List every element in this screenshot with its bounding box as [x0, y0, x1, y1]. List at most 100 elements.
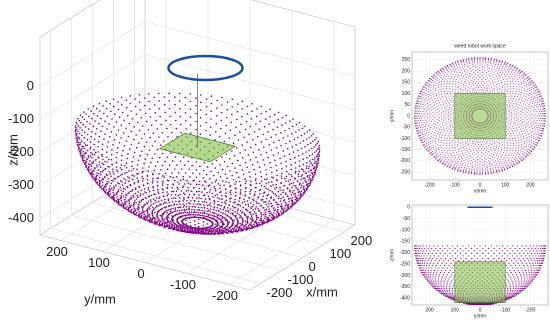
workspace-point: [435, 76, 436, 77]
workspace-point: [258, 222, 260, 224]
y-tick-label: 100: [88, 255, 110, 270]
workspace-point: [143, 218, 145, 220]
workspace-point: [180, 180, 182, 182]
workspace-point: [104, 169, 106, 171]
workspace-point: [510, 143, 511, 144]
workspace-point: [425, 111, 426, 112]
workspace-point: [493, 69, 494, 70]
workspace-point: [179, 108, 181, 110]
workspace-point: [519, 154, 520, 155]
workspace-point: [120, 187, 122, 189]
workspace-point: [506, 162, 507, 163]
workspace-point: [230, 190, 232, 192]
workspace-point: [431, 125, 432, 126]
workspace-point: [245, 214, 247, 216]
workspace-point: [482, 66, 483, 67]
workspace-point: [100, 118, 102, 120]
workspace-point: [279, 158, 281, 160]
workspace-point: [426, 98, 427, 99]
workspace-point: [107, 192, 109, 194]
workspace-point: [82, 146, 84, 148]
workspace-point: [170, 227, 172, 229]
workspace-point: [446, 145, 447, 146]
workspace-point: [147, 209, 149, 211]
workspace-point: [196, 184, 198, 186]
workspace-point: [265, 211, 267, 213]
workspace-point: [277, 126, 279, 128]
workspace-point: [513, 145, 514, 146]
workspace-point: [141, 138, 143, 140]
workspace-point: [468, 153, 469, 154]
workspace-point: [500, 72, 501, 73]
workspace-point: [135, 106, 137, 108]
workspace-point: [453, 121, 454, 122]
workspace-point: [126, 163, 128, 165]
workspace-point: [462, 91, 463, 92]
workspace-point: [482, 146, 483, 147]
workspace-point: [446, 76, 447, 77]
workspace-point: [493, 72, 494, 73]
workspace-point: [485, 152, 486, 153]
workspace-point: [431, 146, 432, 147]
workspace-point: [425, 115, 426, 116]
workspace-point: [476, 172, 477, 173]
workspace-point: [425, 135, 426, 136]
workspace-point: [250, 180, 252, 182]
workspace-point: [143, 216, 145, 218]
workspace-point: [233, 142, 235, 144]
workspace-point: [479, 166, 480, 167]
workspace-point: [470, 68, 471, 69]
workspace-point: [167, 198, 169, 200]
workspace-point: [135, 189, 137, 191]
workspace-point: [521, 105, 522, 106]
workspace-point: [492, 75, 493, 76]
workspace-point: [158, 93, 160, 95]
workspace-point: [541, 104, 542, 105]
workspace-point: [500, 80, 501, 81]
workspace-point: [200, 217, 202, 219]
workspace-point: [428, 89, 429, 90]
workspace-point: [125, 182, 127, 184]
workspace-point: [529, 144, 530, 145]
workspace-point: [468, 59, 469, 60]
workspace-point: [204, 207, 206, 209]
workspace-point: [79, 138, 81, 140]
workspace-point: [471, 86, 472, 87]
workspace-point: [206, 174, 208, 176]
workspace-point: [99, 161, 101, 163]
workspace-point: [249, 191, 251, 193]
workspace-point: [531, 94, 532, 95]
workspace-point: [442, 135, 443, 136]
workspace-point: [518, 147, 519, 148]
workspace-point: [318, 141, 320, 143]
workspace-point: [120, 137, 122, 139]
workspace-point: [513, 91, 514, 92]
workspace-point: [240, 191, 242, 193]
workspace-point: [88, 163, 90, 165]
workspace-point: [212, 163, 214, 165]
workspace-point: [317, 163, 319, 165]
workspace-point: [254, 195, 256, 197]
workspace-point: [510, 91, 511, 92]
workspace-point: [151, 124, 153, 126]
workspace-point: [524, 121, 525, 122]
workspace-point: [110, 197, 112, 199]
workspace-point: [87, 169, 89, 171]
workspace-point: [253, 224, 255, 226]
workspace-point: [453, 116, 454, 117]
workspace-point: [518, 75, 519, 76]
workspace-point: [303, 192, 305, 194]
workspace-point: [290, 174, 292, 176]
workspace-point: [300, 187, 302, 189]
workspace-point: [318, 152, 320, 154]
workspace-point: [116, 200, 118, 202]
workspace-point: [543, 115, 544, 116]
workspace-point: [93, 161, 95, 163]
workspace-point: [464, 149, 465, 150]
workspace-point: [298, 195, 300, 197]
workspace-point: [459, 154, 460, 155]
workspace-point: [473, 159, 474, 160]
workspace-point: [517, 96, 518, 97]
workspace-point: [148, 189, 150, 191]
workspace-point: [484, 65, 485, 66]
